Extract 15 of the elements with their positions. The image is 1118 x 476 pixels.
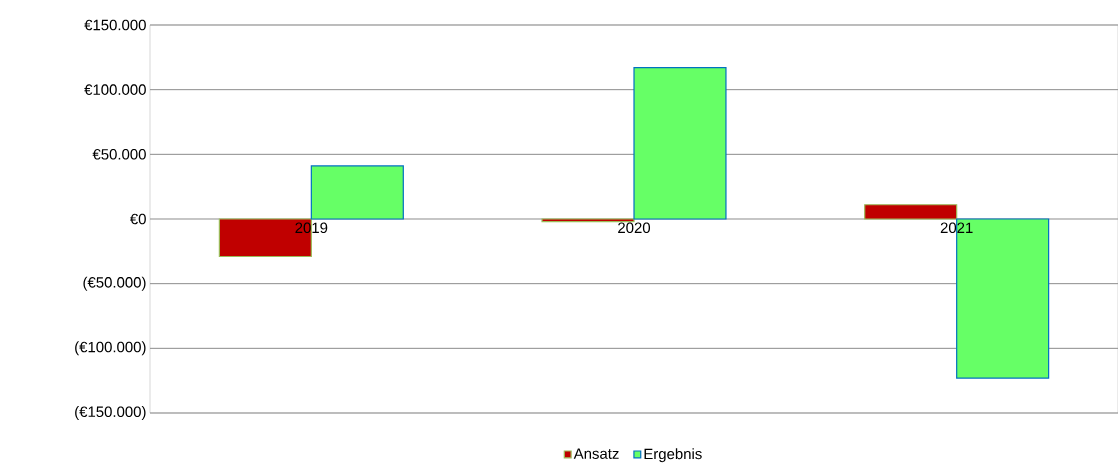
y-tick-label: (€100.000): [75, 341, 146, 356]
x-tick-label: 2019: [295, 222, 328, 234]
bar: [864, 204, 958, 220]
y-tick-label: (€150.000): [75, 406, 146, 420]
x-tick-label: 2020: [618, 222, 651, 234]
legend-label: Ergebnis: [644, 448, 702, 463]
y-tick-label: €150.000: [84, 19, 146, 31]
legend-label: Ansatz: [573, 448, 619, 459]
y-tick-label: €50.000: [92, 149, 146, 160]
y-tick-label: €0: [129, 213, 146, 225]
y-tick-label: €100.000: [84, 84, 146, 95]
bar: [310, 165, 404, 220]
y-tick-label: (€50.000): [83, 276, 146, 291]
bar: [633, 67, 727, 220]
bar: [541, 218, 635, 223]
